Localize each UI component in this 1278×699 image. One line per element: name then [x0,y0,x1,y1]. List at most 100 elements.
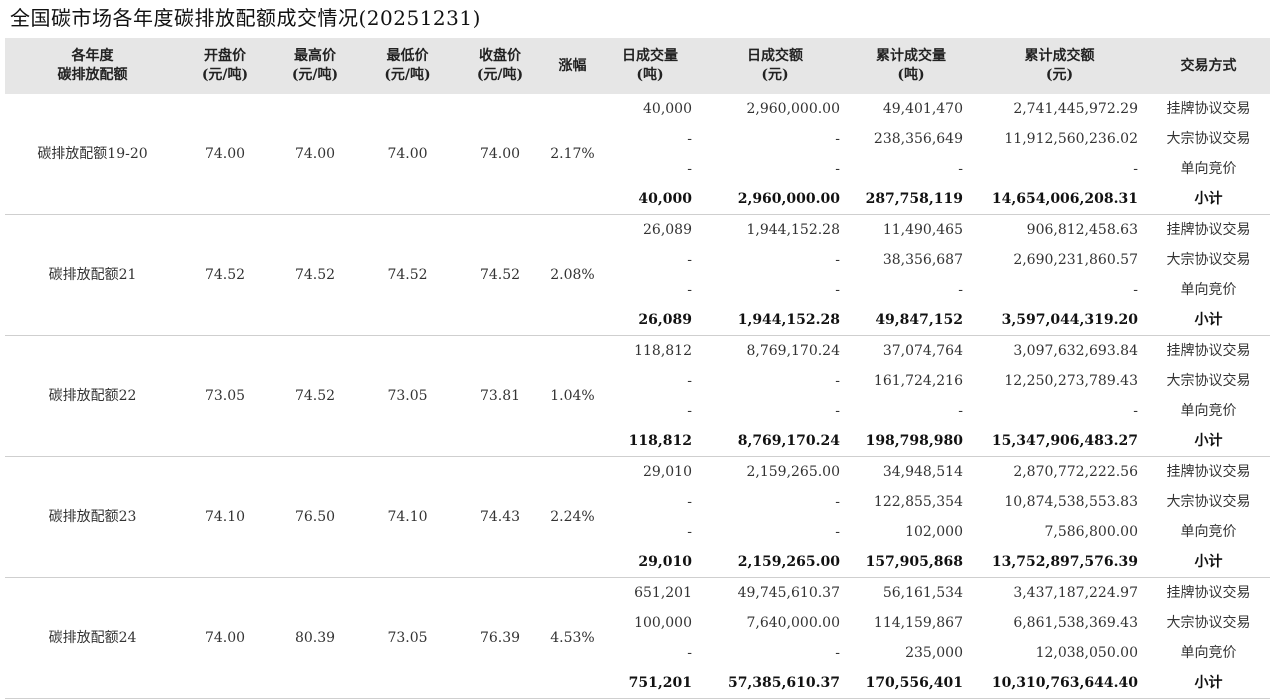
daily-volume: 29,010 [600,547,700,578]
allowance-name: 碳排放配额23 [5,456,180,578]
header-text: (元) [761,67,789,83]
price-change: 2.08% [545,214,600,336]
daily-amount: - [835,131,840,147]
cumulative-amount: 10,874,538,553.83 [1004,494,1138,510]
trade-method: 挂牌协议交易 [1166,222,1251,238]
cumulative-amount: 14,654,006,208.31 [972,184,1147,215]
trade-method: 挂牌协议交易 [1166,343,1251,359]
cumulative-amount: 11,912,560,236.02 [1004,131,1138,147]
cumulative-volume: - [958,161,963,177]
table-row: 碳排放配额23 74.10 76.50 74.10 74.43 2.24% 29,010 2,… [5,456,1270,578]
high-price: 74.52 [270,335,360,457]
trade-method: 小计 [1147,184,1270,215]
daily-amount: 57,385,610.37 [700,668,850,699]
trade-method: 单向竞价 [1180,645,1237,661]
trade-method: 大宗协议交易 [1166,615,1251,631]
price-change: 2.24% [545,456,600,578]
cumulative-amount: 6,861,538,369.43 [1013,615,1138,631]
low-price: 74.52 [360,214,455,336]
price-change: 1.04% [545,335,600,457]
carbon-trading-table: 各年度 碳排放配额 开盘价 (元/吨) 最高价 (元/吨) 最低价 (元/吨) 收盘价 (元/吨)… [5,38,1270,699]
trade-method: 小计 [1147,668,1270,699]
header-text: (元/吨) [384,67,431,83]
high-price: 76.50 [270,456,360,578]
cumulative-volume: 157,905,868 [850,547,972,578]
cumulative-volume: 102,000 [905,524,963,540]
trade-method: 单向竞价 [1180,524,1237,540]
col-cum-volume-header: 累计成交量 (吨) [850,38,972,94]
daily-amount: - [835,524,840,540]
daily-amount: 8,769,170.24 [700,426,850,457]
low-price: 74.10 [360,456,455,578]
daily-amount: 2,159,265.00 [700,547,850,578]
cumulative-volume: 122,855,354 [873,494,963,510]
trade-method: 挂牌协议交易 [1166,101,1251,117]
col-low-header: 最低价 (元/吨) [360,38,455,94]
daily-amount: - [835,282,840,298]
cumulative-amount: 2,741,445,972.29 [1013,101,1138,117]
col-daily-volume-header: 日成交量 (吨) [600,38,700,94]
col-method-header: 交易方式 [1147,38,1270,94]
daily-volume: 40,000 [643,101,692,117]
table-row: - - - - 单向竞价 [5,396,1270,426]
cumulative-volume: 38,356,687 [882,252,963,268]
header-text: (元/吨) [201,67,249,83]
cumulative-volume: 235,000 [905,645,963,661]
open-price: 74.00 [180,577,270,699]
table-row: - - - - 单向竞价 [5,154,1270,184]
header-text: (吨) [897,67,925,83]
header-text: 日成交额 [747,48,803,64]
col-allowance-header: 各年度 碳排放配额 [5,38,180,94]
daily-volume: 26,089 [643,222,692,238]
trade-method: 小计 [1147,547,1270,578]
trade-method: 大宗协议交易 [1166,131,1251,147]
daily-volume: 651,201 [634,585,692,601]
daily-amount: - [835,403,840,419]
daily-amount: - [835,252,840,268]
close-price: 74.00 [455,94,545,215]
daily-amount: - [835,373,840,389]
subtotal-row: 40,000 2,960,000.00 287,758,119 14,654,006,… [5,184,1270,215]
close-price: 73.81 [455,335,545,457]
daily-volume: - [687,645,692,661]
cumulative-amount: 3,597,044,319.20 [972,305,1147,336]
cumulative-amount: 3,097,632,693.84 [1013,343,1138,359]
allowance-name: 碳排放配额21 [5,214,180,336]
cumulative-volume: 34,948,514 [882,464,963,480]
col-change-header: 涨幅 [545,38,600,94]
table-row: 碳排放配额24 74.00 80.39 73.05 76.39 4.53% 651,201 4… [5,577,1270,699]
col-cum-amount-header: 累计成交额 (元) [972,38,1147,94]
table-row: 碳排放配额22 73.05 74.52 73.05 73.81 1.04% 118,812 8… [5,335,1270,457]
daily-amount: - [835,645,840,661]
header-text: (元/吨) [476,67,524,83]
table-row: - - 102,000 7,586,800.00 单向竞价 [5,517,1270,547]
daily-volume: - [687,282,692,298]
trade-method: 大宗协议交易 [1166,373,1251,389]
daily-amount: 1,944,152.28 [700,305,850,336]
daily-volume: - [687,524,692,540]
col-daily-amount-header: 日成交额 (元) [700,38,850,94]
cumulative-volume: 161,724,216 [873,373,963,389]
open-price: 74.10 [180,456,270,578]
trade-method: 挂牌协议交易 [1166,464,1251,480]
trade-method: 挂牌协议交易 [1166,585,1251,601]
page-title: 全国碳市场各年度碳排放配额成交情况(20251231) [10,6,481,30]
cumulative-amount: 13,752,897,576.39 [972,547,1147,578]
cumulative-volume: 287,758,119 [850,184,972,215]
open-price: 73.05 [180,335,270,457]
header-text: 最低价 [386,48,429,64]
price-change: 4.53% [545,577,600,699]
daily-amount: 49,745,610.37 [737,585,840,601]
cumulative-volume: 49,401,470 [882,101,963,117]
daily-volume: - [687,373,692,389]
header-text: 累计成交额 [1024,48,1095,64]
cumulative-volume: 37,074,764 [882,343,963,359]
cumulative-volume: - [958,282,963,298]
daily-amount: 2,159,265.00 [746,464,840,480]
header-text: 日成交量 [622,48,678,64]
allowance-name: 碳排放配额19-20 [5,94,180,215]
cumulative-amount: 15,347,906,483.27 [972,426,1147,457]
daily-amount: 2,960,000.00 [746,101,840,117]
cumulative-amount: 7,586,800.00 [1044,524,1138,540]
trade-method: 大宗协议交易 [1166,494,1251,510]
